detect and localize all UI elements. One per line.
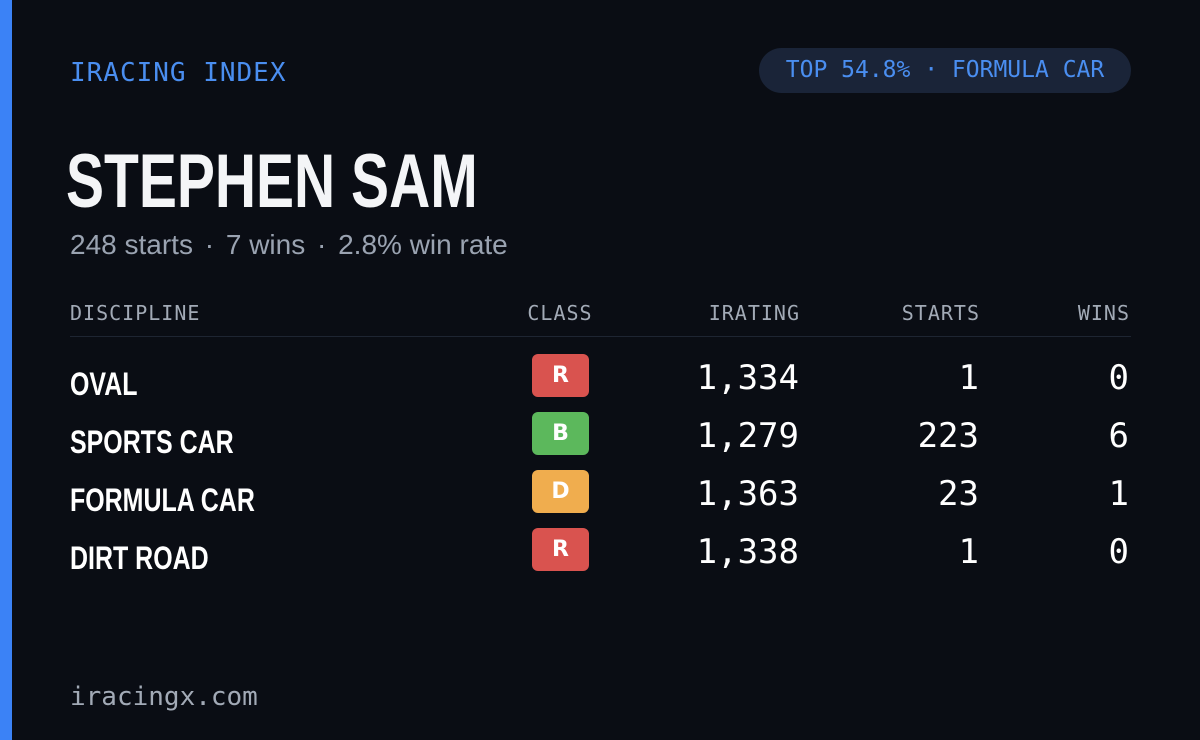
site-link[interactable]: iracingx.com [70,682,258,712]
irating-value: 1,338 [696,532,799,572]
class-badge: D [532,470,589,513]
column-header-wins: WINS [1077,301,1130,325]
wins-value: 6 [1108,416,1129,456]
accent-bar [0,0,12,740]
win-rate-summary: 2.8% win rate [338,229,508,260]
column-header-starts: STARTS [901,301,980,325]
rank-badge: TOP 54.8% · FORMULA CAR [759,48,1131,93]
class-badge: R [532,528,589,571]
class-badge: B [532,412,589,455]
table-row: SPORTS CAR B 1,279 223 6 [0,412,1200,470]
table-row: DIRT ROAD R 1,338 1 0 [0,528,1200,586]
table-row: FORMULA CAR D 1,363 23 1 [0,470,1200,528]
irating-value: 1,279 [696,416,799,456]
separator-dot: · [204,229,215,260]
discipline-name: DIRT ROAD [70,540,209,576]
wins-value: 1 [1108,474,1129,514]
discipline-name: SPORTS CAR [70,424,234,460]
driver-summary: 248 starts · 7 wins · 2.8% win rate [70,226,508,264]
irating-value: 1,334 [696,358,799,398]
table-row: OVAL R 1,334 1 0 [0,354,1200,412]
separator-dot: · [317,229,327,260]
starts-value: 223 [917,416,979,456]
column-header-class: CLASS [527,301,593,325]
starts-value: 1 [958,532,979,572]
wins-summary: 7 wins [225,229,306,260]
wins-value: 0 [1108,532,1129,572]
brand-title: IRACING INDEX [70,58,287,88]
irating-value: 1,363 [696,474,799,514]
class-badge: R [532,354,589,397]
starts-summary: 248 starts [70,229,193,260]
table-divider [70,336,1131,337]
column-header-irating: IRATING [708,301,800,325]
starts-value: 23 [938,474,979,514]
wins-value: 0 [1108,358,1129,398]
driver-name: STEPHEN SAM [66,139,478,224]
starts-value: 1 [958,358,979,398]
discipline-name: FORMULA CAR [70,482,255,518]
column-header-discipline: DISCIPLINE [70,301,201,325]
discipline-name: OVAL [70,366,138,402]
